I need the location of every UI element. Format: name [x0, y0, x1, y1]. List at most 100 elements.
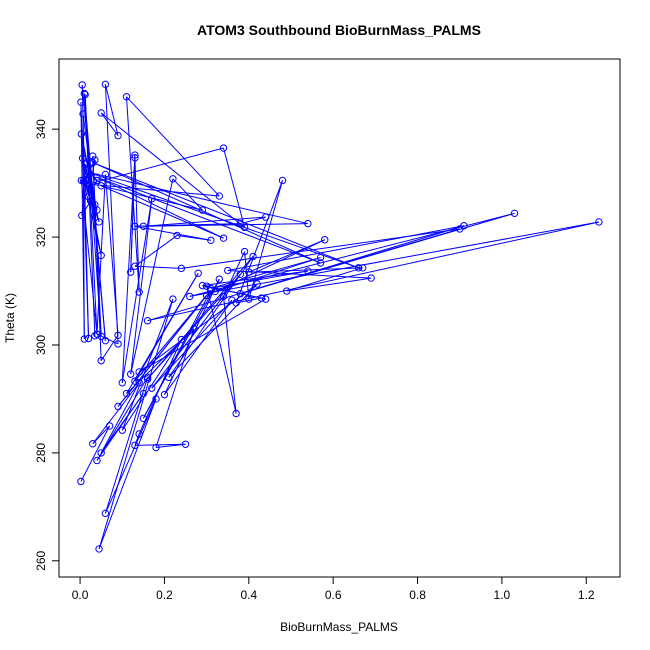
- data-point: [253, 280, 261, 288]
- data-point: [114, 331, 122, 339]
- series-segment: [126, 96, 220, 197]
- data-point: [358, 264, 367, 272]
- data-point: [249, 252, 257, 261]
- x-axis: 0.0 0.2 0.4 0.6 0.8 1.0 1.2: [72, 576, 595, 602]
- data-point: [79, 110, 87, 118]
- data-point: [84, 192, 93, 201]
- data-point: [143, 316, 152, 325]
- series-segment: [92, 162, 359, 269]
- series-segment: [100, 112, 245, 228]
- data-point: [139, 414, 148, 423]
- data-point: [135, 430, 143, 438]
- data-point: [131, 151, 139, 159]
- data-point: [181, 440, 190, 448]
- data-point: [245, 268, 253, 276]
- series-segment: [155, 443, 186, 448]
- series-segment: [84, 164, 100, 223]
- data-point: [97, 356, 105, 365]
- data-point: [93, 330, 101, 338]
- y-tick-label: 300: [34, 335, 48, 355]
- y-tick-label: 340: [34, 119, 48, 139]
- series-segment: [121, 298, 174, 431]
- series-segment: [92, 382, 140, 445]
- series-segment: [130, 198, 153, 375]
- series-segment: [104, 84, 119, 136]
- data-point: [219, 292, 228, 301]
- series-segment: [138, 298, 266, 373]
- data-point: [211, 287, 219, 296]
- data-point: [82, 176, 91, 185]
- data-point: [135, 368, 143, 376]
- series-segment: [101, 185, 203, 211]
- series-segment: [84, 94, 96, 336]
- x-tick-label: 1.2: [578, 588, 595, 602]
- series-segment: [168, 283, 258, 378]
- data-point: [202, 282, 211, 290]
- data-point: [232, 299, 240, 307]
- series-segment: [147, 256, 254, 380]
- data-point: [139, 389, 148, 398]
- data-point: [93, 206, 101, 214]
- data-point: [316, 259, 325, 267]
- data-point: [595, 218, 603, 226]
- data-point: [114, 340, 122, 348]
- data-point: [78, 154, 87, 162]
- data-point: [240, 247, 249, 256]
- data-point: [77, 130, 86, 138]
- data-point: [224, 266, 232, 275]
- x-tick-label: 0.2: [156, 588, 173, 602]
- data-point: [367, 274, 375, 282]
- series-segment: [134, 157, 140, 293]
- data-point: [304, 219, 312, 228]
- series-segment: [100, 334, 119, 361]
- series-segment: [104, 174, 119, 336]
- data-point: [122, 389, 131, 398]
- data-point: [194, 269, 202, 277]
- data-point: [114, 131, 122, 140]
- series-segment: [80, 102, 90, 339]
- data-point: [89, 152, 97, 160]
- data-point: [131, 377, 139, 385]
- series-segment: [98, 298, 174, 550]
- data-point: [240, 223, 249, 232]
- data-point: [139, 222, 148, 230]
- data-point: [84, 334, 93, 343]
- data-point: [207, 286, 215, 295]
- series-segment: [104, 398, 157, 514]
- data-point: [131, 222, 139, 230]
- series-segment: [104, 377, 149, 514]
- data-point: [236, 270, 245, 278]
- data-point: [354, 264, 363, 272]
- series-segment: [96, 393, 144, 461]
- data-point: [93, 456, 101, 465]
- series-segment: [100, 382, 140, 454]
- x-tick-label: 0.4: [240, 588, 257, 602]
- data-point: [321, 236, 329, 244]
- data-point: [95, 218, 103, 226]
- data-point: [97, 251, 105, 260]
- series-segment: [248, 239, 325, 273]
- data-point: [152, 443, 160, 452]
- data-point: [215, 192, 223, 200]
- data-point: [304, 267, 312, 275]
- data-point: [91, 156, 99, 164]
- data-point: [105, 422, 114, 430]
- data-point: [131, 154, 139, 162]
- series-segment: [214, 239, 325, 293]
- series-segment: [134, 265, 182, 269]
- series-layer: [77, 80, 603, 553]
- y-tick-label: 280: [34, 443, 48, 463]
- series-segment: [147, 221, 600, 322]
- data-point: [316, 253, 325, 262]
- series-segment: [100, 112, 119, 136]
- series-segment: [96, 377, 149, 461]
- x-axis-label: BioBurnMass_PALMS: [280, 620, 398, 634]
- data-point: [177, 264, 186, 273]
- data-point: [97, 449, 105, 457]
- data-point: [81, 160, 89, 168]
- data-point: [101, 509, 110, 518]
- series-segment: [227, 225, 465, 272]
- chart-title: ATOM3 Southbound BioBurnMass_PALMS: [197, 22, 481, 38]
- data-point: [101, 80, 110, 89]
